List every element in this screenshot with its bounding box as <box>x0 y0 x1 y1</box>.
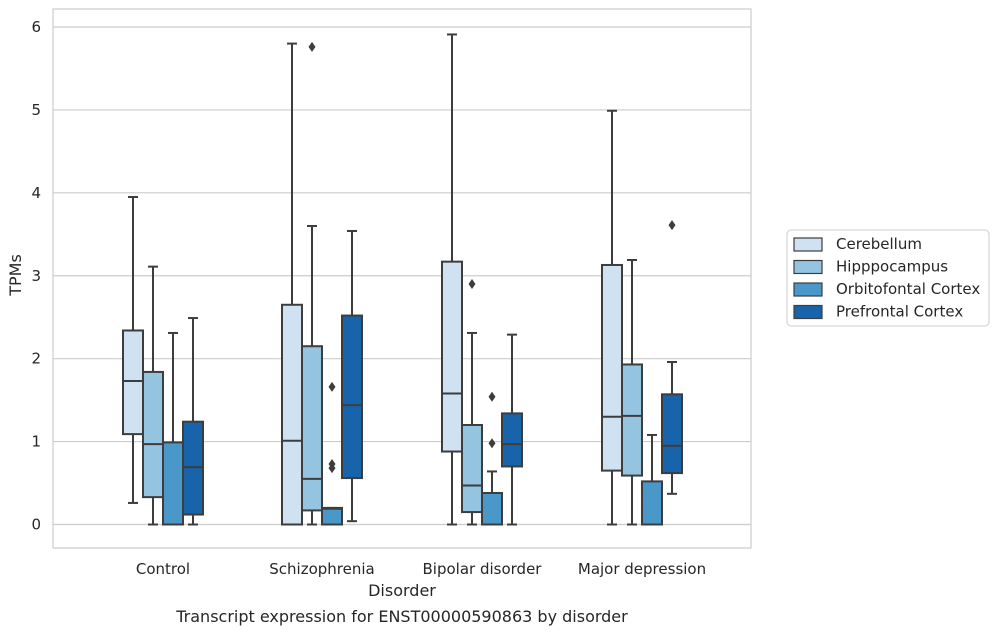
box-bipolar-disorder <box>461 279 483 526</box>
box-control <box>162 331 184 526</box>
box-major-depression <box>661 220 683 495</box>
y-tick-label: 6 <box>31 18 41 36</box>
y-tick-label: 3 <box>31 267 41 285</box>
x-tick-label: Schizophrenia <box>269 560 374 578</box>
outlier-point <box>328 463 336 474</box>
box-series <box>122 33 683 526</box>
iqr-box <box>601 263 623 472</box>
box-control <box>182 317 204 526</box>
chart-caption: Transcript expression for ENST0000059086… <box>175 607 628 626</box>
x-tick-label: Bipolar disorder <box>423 560 543 578</box>
legend-item: Orbitofontal Cortex <box>793 280 980 298</box>
plot-frame <box>52 8 752 549</box>
y-tick-label: 2 <box>31 350 41 368</box>
box-major-depression <box>601 109 623 526</box>
box-schizophrenia <box>301 41 323 526</box>
iqr-box <box>162 441 184 526</box>
y-tick-label: 0 <box>31 516 41 534</box>
legend-item: Cerebellum <box>793 235 922 253</box>
legend-label: Prefrontal Cortex <box>836 303 963 321</box>
legend-swatch <box>793 304 823 320</box>
legend-label: Cerebellum <box>836 235 922 253</box>
legend-label: Hipppocampus <box>836 258 948 276</box>
x-tick-label: Control <box>136 560 190 578</box>
iqr-box <box>301 345 323 512</box>
iqr-box <box>341 314 363 480</box>
legend: Cerebellum Hipppocampus Orbitofontal Corte… <box>786 229 990 327</box>
box-schizophrenia <box>341 229 363 523</box>
y-axis-label: TPMs <box>6 254 25 297</box>
outlier-point <box>488 391 496 402</box>
iqr-box <box>501 412 523 468</box>
iqr-box <box>621 363 643 477</box>
iqr-box <box>641 480 663 526</box>
legend-swatch <box>793 282 823 297</box>
y-tick-label: 1 <box>31 433 41 451</box>
series-orbitofontal-cortex <box>162 331 663 526</box>
outlier-point <box>308 41 316 52</box>
x-tick-labels: Control Schizophrenia Bipolar disorder Majo… <box>136 560 706 578</box>
series-cerebellum <box>122 33 623 526</box>
iqr-box <box>461 424 483 514</box>
box-control <box>122 195 144 504</box>
box-control <box>142 265 164 526</box>
box-bipolar-disorder <box>441 33 463 526</box>
box-schizophrenia <box>281 42 303 526</box>
iqr-box <box>122 329 144 436</box>
legend-frame <box>786 229 990 327</box>
box-schizophrenia <box>321 381 343 526</box>
iqr-box <box>441 260 463 453</box>
legend-swatch <box>793 237 823 252</box>
x-tick-label: Major depression <box>578 560 706 578</box>
outlier-point <box>468 279 476 290</box>
box-bipolar-disorder <box>481 391 503 526</box>
series-hipppocampus <box>142 41 643 526</box>
y-tick-label: 4 <box>31 184 41 202</box>
legend-item: Hipppocampus <box>793 258 948 276</box>
iqr-box <box>661 393 683 475</box>
box-major-depression <box>641 433 663 526</box>
iqr-box <box>481 491 503 526</box>
outlier-point <box>328 381 336 392</box>
iqr-box <box>321 506 343 526</box>
legend-swatch <box>793 259 823 275</box>
iqr-box <box>281 303 303 526</box>
outlier-point <box>668 220 676 231</box>
box-major-depression <box>621 258 643 526</box>
iqr-box <box>142 370 164 499</box>
x-axis-label: Disorder <box>368 581 436 600</box>
y-tick-label: 5 <box>31 101 41 119</box>
legend-items: Cerebellum Hipppocampus Orbitofontal Corte… <box>793 235 980 321</box>
outlier-point <box>488 438 496 449</box>
legend-label: Orbitofontal Cortex <box>836 280 980 298</box>
series-prefrontal-cortex <box>182 220 683 526</box>
box-bipolar-disorder <box>501 333 523 526</box>
y-tick-labels: 0 1 2 3 4 5 6 <box>31 18 41 534</box>
legend-item: Prefrontal Cortex <box>793 303 963 321</box>
